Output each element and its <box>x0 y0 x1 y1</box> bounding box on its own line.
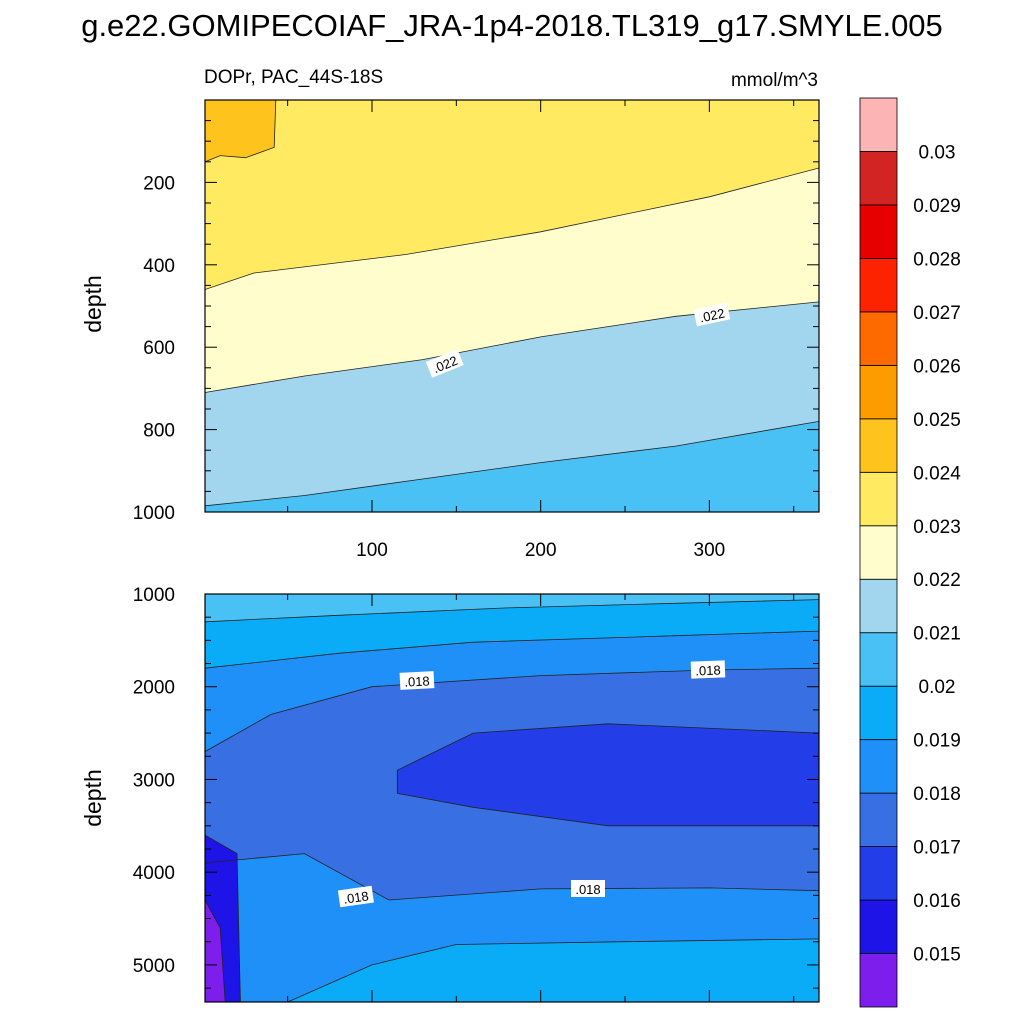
band-0.016-0.017-core <box>396 723 819 827</box>
colorbar-label-4: 0.019 <box>913 731 961 752</box>
colorbar-label-15: 0.03 <box>919 142 956 163</box>
upper-ytick-label-3: 800 <box>143 421 175 442</box>
upper-panel: DOPr, PAC_44S-18S mmol/m^3 depth .022.02… <box>80 67 820 561</box>
colorbar-swatch-6 <box>859 632 898 687</box>
lower-contour-label-0-text: .018 <box>404 673 430 689</box>
colorbar-label-3: 0.018 <box>913 784 961 805</box>
colorbar-swatch-11 <box>859 364 898 420</box>
colorbar-swatch-2 <box>859 846 898 901</box>
upper-left-label: DOPr, PAC_44S-18S <box>204 67 383 88</box>
upper-xtick-label-0: 100 <box>356 540 388 561</box>
lower-ytick-label-3: 4000 <box>133 863 175 884</box>
colorbar-label-8: 0.023 <box>913 517 961 538</box>
colorbar-swatch-0 <box>859 953 898 1008</box>
upper-ytick-label-2: 600 <box>143 338 175 359</box>
colorbar-label-10: 0.025 <box>913 410 961 431</box>
colorbar-label-13: 0.028 <box>913 249 961 270</box>
lower-contour-label-3: .018 <box>571 880 605 897</box>
upper-ylabel: depth <box>80 275 106 333</box>
colorbar-swatch-3 <box>859 792 898 847</box>
colorbar-label-0: 0.015 <box>913 945 961 966</box>
upper-contour-line-0 <box>205 100 277 163</box>
lower-contour-label-1: .018 <box>690 660 726 679</box>
upper-ytick-label-4: 1000 <box>133 503 175 524</box>
colorbar-swatch-15 <box>859 151 898 206</box>
colorbar-label-2: 0.017 <box>913 838 961 859</box>
upper-filled-contours <box>205 100 819 512</box>
lower-contour-line-1 <box>205 630 819 669</box>
lower-contour-line-5 <box>287 938 819 1002</box>
upper-contour-line-3 <box>205 421 819 507</box>
lower-contour-label-2-bg <box>337 885 374 908</box>
upper-xtick-label-2: 300 <box>694 540 726 561</box>
upper-ytick-label-0: 200 <box>143 173 175 194</box>
lower-contour-label-1-bg <box>690 660 726 679</box>
colorbar-label-12: 0.027 <box>913 303 961 324</box>
lower-ytick-label-1: 2000 <box>133 678 175 699</box>
lower-contour-label-0-bg <box>399 671 435 690</box>
colorbar-swatch-5 <box>859 685 898 741</box>
band-0.014-0.015-edge <box>205 899 226 1002</box>
upper-contour-label-1-bg <box>693 302 731 327</box>
lower-panel: depth .018 .018 .018 .018 1000 2000 3000 4000 50… <box>80 585 820 1003</box>
units-label: mmol/m^3 <box>731 70 818 91</box>
lower-contour-label-1-text: .018 <box>695 663 721 679</box>
upper-contour-label-1-text: .022 <box>698 306 726 326</box>
colorbar-label-5: 0.02 <box>919 677 956 698</box>
upper-ytick-label-1: 400 <box>143 256 175 277</box>
colorbar-swatch-9 <box>859 471 898 527</box>
colorbar-swatch-7 <box>859 578 898 634</box>
lower-contour-label-2-text: .018 <box>342 888 369 906</box>
lower-contour-line-0 <box>205 599 819 623</box>
colorbar-swatch-14 <box>859 204 898 259</box>
band-0.024-0.025 <box>205 100 819 290</box>
upper-contour-line-1 <box>205 167 819 290</box>
figure-title: g.e22.GOMIPECOIAF_JRA-1p4-2018.TL319_g17… <box>81 8 943 43</box>
lower-filled-contours <box>205 594 819 1002</box>
colorbar-swatch-1 <box>859 899 898 954</box>
lower-contour-label-0: .018 <box>399 671 435 690</box>
lower-contour-label-3-bg <box>571 880 605 897</box>
lower-ylabel: depth <box>80 769 106 827</box>
band-0.025-0.026 <box>205 100 276 162</box>
colorbar-label-11: 0.026 <box>913 356 961 377</box>
colorbar-label-14: 0.029 <box>913 196 961 217</box>
upper-xtick-label-1: 200 <box>525 540 557 561</box>
colorbar: 0.015 0.016 0.017 0.018 0.019 0.02 0.021 0.022 0… <box>859 97 961 1008</box>
colorbar-label-1: 0.016 <box>913 891 961 912</box>
colorbar-swatch-12 <box>859 311 898 366</box>
upper-contour-label-1: .022 <box>693 302 731 327</box>
lower-contour-label-3-text: .018 <box>575 882 600 897</box>
lower-contour-line-2 <box>205 667 819 752</box>
upper-contour-label-0-bg <box>425 349 464 378</box>
band-0.019-0.020-bottom <box>205 938 819 1002</box>
lower-contour-line-3 <box>205 853 819 901</box>
colorbar-swatch-10 <box>859 418 898 473</box>
colorbar-label-7: 0.022 <box>913 570 961 591</box>
colorbar-swatch-16 <box>859 97 898 152</box>
colorbar-swatch-13 <box>859 258 898 313</box>
lower-contour-label-2: .018 <box>337 885 374 908</box>
lower-ytick-label-2: 3000 <box>133 770 175 791</box>
lower-ytick-label-0: 1000 <box>133 585 175 606</box>
lower-frame <box>204 593 820 1003</box>
colorbar-swatch-8 <box>859 525 898 580</box>
lower-ytick-label-4: 5000 <box>133 956 175 977</box>
colorbar-label-9: 0.024 <box>913 463 961 484</box>
colorbar-swatch-4 <box>859 739 898 794</box>
colorbar-label-6: 0.021 <box>913 624 961 645</box>
